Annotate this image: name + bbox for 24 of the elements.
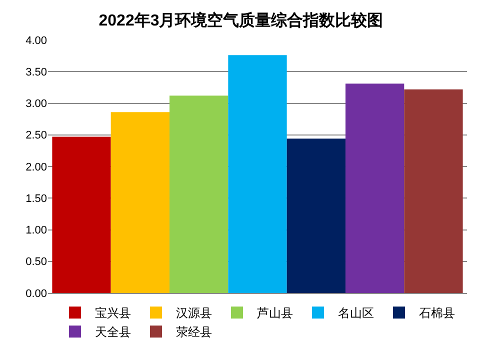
y-tick-label: 4.00 xyxy=(26,34,47,47)
legend-label: 荥经县 xyxy=(176,325,212,340)
bar xyxy=(110,112,170,293)
bar xyxy=(170,96,228,293)
y-tick-label: 0.00 xyxy=(26,288,47,300)
y-tick-label: 2.00 xyxy=(26,161,47,174)
y-tick-label: 3.50 xyxy=(26,66,47,78)
legend-label: 汉源县 xyxy=(176,306,212,320)
y-tick-label: 2.50 xyxy=(26,130,47,142)
bar xyxy=(345,84,404,293)
legend-label: 石棉县 xyxy=(419,306,455,320)
y-tick-label: 1.50 xyxy=(26,192,47,205)
legend-label: 宝兴县 xyxy=(95,306,131,320)
bar xyxy=(286,138,346,293)
legend-label: 芦山县 xyxy=(257,306,293,320)
y-tick-label: 0.50 xyxy=(26,256,47,268)
y-tick-label: 3.00 xyxy=(26,98,47,110)
legend-label: 名山区 xyxy=(338,306,374,320)
chart-title: 2022年3月环境空气质量综合指数比较图 xyxy=(98,10,384,30)
y-tick-label: 1.00 xyxy=(26,224,47,237)
bar xyxy=(228,55,287,293)
legend-label: 天全县 xyxy=(95,325,131,340)
bar xyxy=(52,136,111,293)
bar xyxy=(404,89,463,293)
